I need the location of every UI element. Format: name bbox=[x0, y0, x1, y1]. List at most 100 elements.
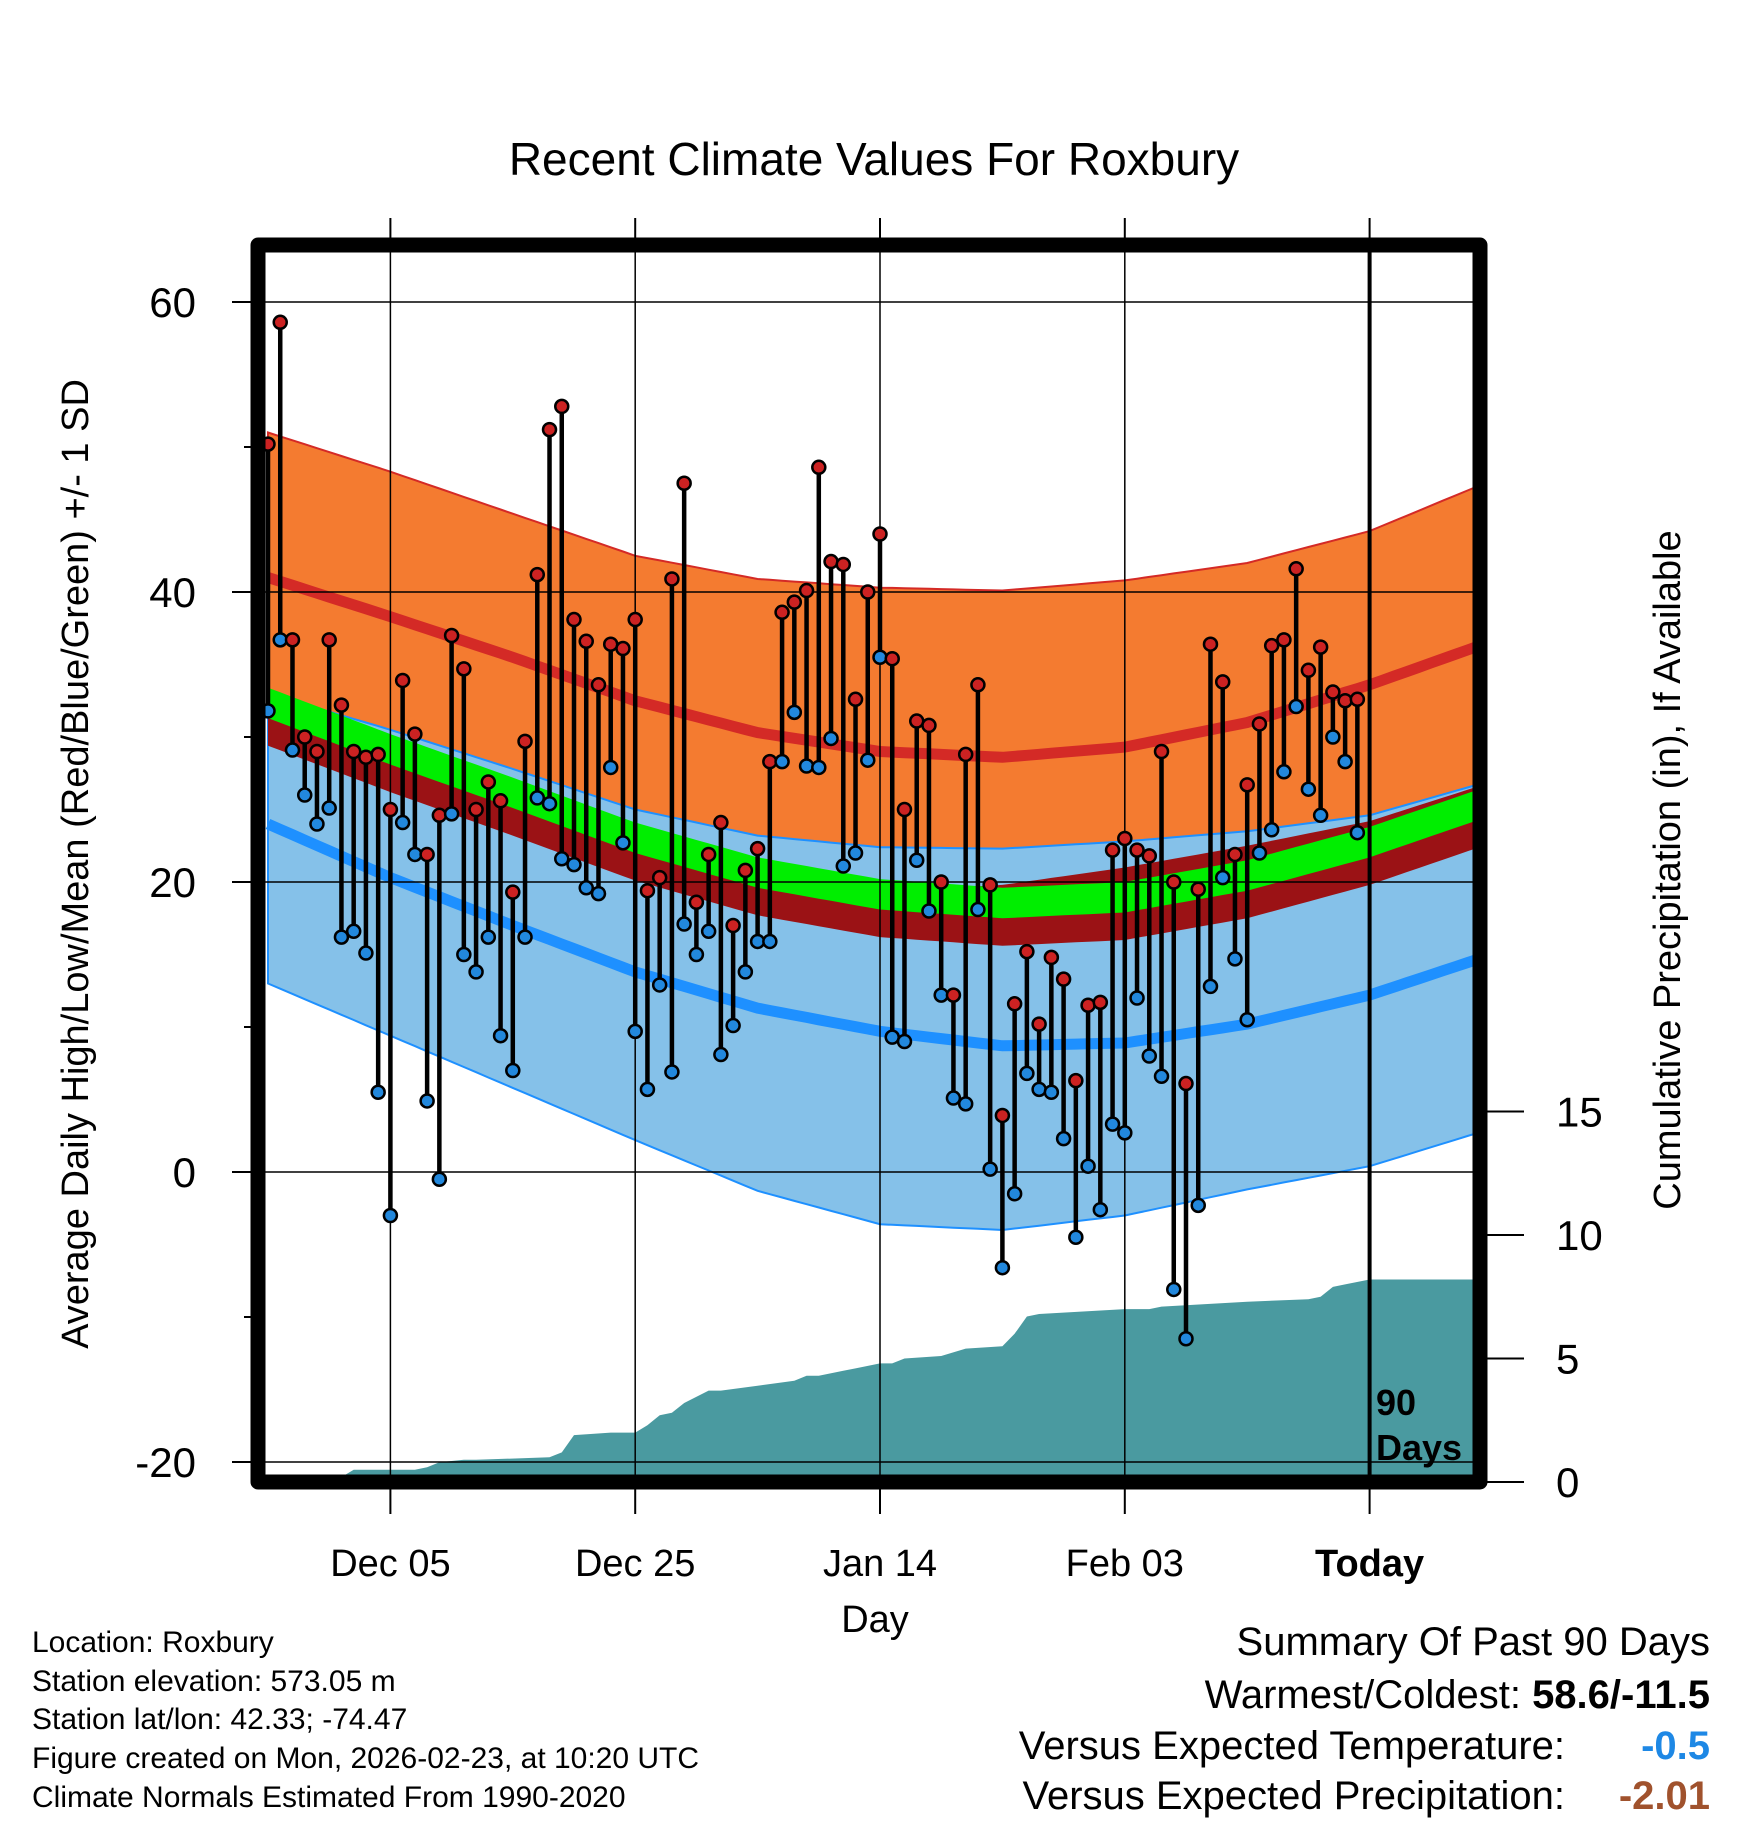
daily-high-dot bbox=[345, 743, 362, 760]
daily-high-dot bbox=[1312, 639, 1329, 655]
footer-created: Figure created on Mon, 2026-02-23, at 10… bbox=[32, 1742, 700, 1775]
daily-low-dot bbox=[394, 814, 411, 831]
x-tick-label: Dec 25 bbox=[575, 1543, 695, 1585]
daily-high-dot bbox=[811, 459, 827, 476]
daily-high-dot bbox=[615, 640, 631, 657]
daily-high-dot bbox=[1337, 693, 1353, 709]
summary-temp-label: Versus Expected Temperature: bbox=[1018, 1724, 1565, 1768]
daily-low-dot bbox=[908, 852, 925, 868]
daily-observations bbox=[260, 314, 1366, 1347]
daily-high-dot bbox=[994, 1107, 1011, 1124]
daily-low-dot bbox=[321, 800, 337, 816]
daily-high-dot bbox=[1080, 997, 1096, 1013]
daily-low-dot bbox=[1019, 1065, 1035, 1082]
daily-low-dot bbox=[945, 1090, 962, 1106]
daily-low-dot bbox=[1288, 698, 1304, 715]
footer-location: Location: Roxbury bbox=[32, 1626, 274, 1659]
summary-warmcold-value: 58.6/-11.5 bbox=[1532, 1673, 1710, 1717]
today-days-word: Days bbox=[1376, 1427, 1462, 1468]
daily-high-dot bbox=[1092, 994, 1109, 1011]
daily-high-dot bbox=[639, 882, 656, 899]
daily-low-dot bbox=[345, 923, 362, 940]
daily-high-dot bbox=[505, 884, 521, 900]
daily-low-dot bbox=[847, 845, 864, 861]
summary-warmcold: Warmest/Coldest: 58.6/-11.5 bbox=[1205, 1673, 1710, 1718]
daily-high-dot bbox=[1043, 949, 1060, 966]
daily-high-dot bbox=[884, 650, 900, 667]
daily-high-dot bbox=[1349, 691, 1366, 708]
summary-precip-value: -2.01 bbox=[1618, 1774, 1710, 1818]
daily-low-dot bbox=[1190, 1197, 1206, 1214]
footer-normals: Climate Normals Estimated From 1990-2020 bbox=[32, 1781, 626, 1814]
daily-low-dot bbox=[1337, 753, 1353, 770]
plot-contents bbox=[258, 245, 1480, 1482]
footer-latlon: Station lat/lon: 42.33; -74.47 bbox=[32, 1703, 408, 1736]
x-tick-label: Feb 03 bbox=[1066, 1543, 1184, 1585]
daily-high-dot bbox=[688, 894, 705, 911]
daily-low-dot bbox=[566, 856, 582, 873]
daily-high-dot bbox=[309, 743, 325, 760]
daily-high-dot bbox=[394, 672, 411, 689]
daily-low-dot bbox=[762, 933, 778, 950]
daily-low-dot bbox=[1227, 951, 1243, 967]
daily-high-dot bbox=[1104, 842, 1121, 858]
daily-low-dot bbox=[1178, 1331, 1194, 1347]
daily-high-dot bbox=[1300, 662, 1317, 679]
daily-high-dot bbox=[1166, 874, 1182, 890]
daily-low-dot bbox=[700, 923, 717, 940]
y2-tick-label: 10 bbox=[1556, 1212, 1603, 1259]
daily-low-dot bbox=[370, 1084, 386, 1100]
daily-high-dot bbox=[1276, 632, 1292, 648]
daily-low-dot bbox=[1031, 1081, 1047, 1098]
daily-low-dot bbox=[578, 880, 594, 896]
y-tick-label: -20 bbox=[135, 1439, 196, 1486]
daily-high-dot bbox=[749, 840, 766, 857]
daily-high-dot bbox=[1019, 943, 1035, 960]
daily-low-dot bbox=[957, 1096, 974, 1112]
daily-low-dot bbox=[1129, 990, 1145, 1006]
y-tick-label: 0 bbox=[173, 1149, 196, 1196]
daily-low-dot bbox=[1166, 1281, 1182, 1298]
daily-low-dot bbox=[456, 946, 472, 963]
daily-high-dot bbox=[1251, 716, 1268, 732]
y2-tick-label: 0 bbox=[1556, 1459, 1579, 1506]
summary-warmcold-label: Warmest/Coldest: bbox=[1204, 1673, 1521, 1717]
daily-low-dot bbox=[896, 1033, 913, 1050]
daily-high-dot bbox=[676, 475, 692, 491]
daily-high-dot bbox=[1129, 842, 1145, 858]
daily-low-dot bbox=[1043, 1084, 1060, 1100]
daily-high-dot bbox=[798, 582, 815, 599]
daily-low-dot bbox=[1300, 781, 1317, 797]
bottom-axis: Dec 05 Dec 25 Jan 14 Feb 03 Today bbox=[330, 218, 1424, 1585]
daily-low-dot bbox=[1055, 1130, 1072, 1147]
daily-high-dot bbox=[1153, 743, 1170, 760]
daily-high-dot bbox=[664, 571, 680, 587]
daily-high-dot bbox=[921, 717, 937, 734]
daily-high-dot bbox=[554, 398, 570, 415]
daily-low-dot bbox=[1214, 869, 1231, 886]
daily-low-dot bbox=[786, 704, 803, 721]
daily-low-dot bbox=[994, 1259, 1011, 1276]
daily-low-dot bbox=[664, 1064, 680, 1080]
y-tick-label: 20 bbox=[149, 859, 196, 906]
daily-high-dot bbox=[1055, 971, 1072, 987]
daily-high-dot bbox=[651, 869, 668, 886]
daily-low-dot bbox=[1117, 1125, 1133, 1141]
daily-low-dot bbox=[1104, 1116, 1121, 1132]
daily-low-dot bbox=[1006, 1186, 1023, 1202]
daily-low-dot bbox=[688, 946, 705, 963]
daily-low-dot bbox=[554, 851, 570, 867]
daily-high-dot bbox=[419, 846, 435, 863]
daily-high-dot bbox=[700, 846, 717, 863]
plot-area bbox=[250, 237, 1488, 1490]
daily-high-dot bbox=[713, 814, 729, 831]
daily-low-dot bbox=[1349, 824, 1366, 841]
daily-high-dot bbox=[945, 987, 962, 1003]
daily-high-dot bbox=[1068, 1072, 1084, 1089]
daily-low-dot bbox=[970, 901, 986, 918]
daily-high-dot bbox=[517, 733, 533, 750]
daily-high-dot bbox=[284, 632, 301, 648]
plot-frame bbox=[250, 237, 1488, 1490]
daily-high-dot bbox=[725, 917, 741, 934]
